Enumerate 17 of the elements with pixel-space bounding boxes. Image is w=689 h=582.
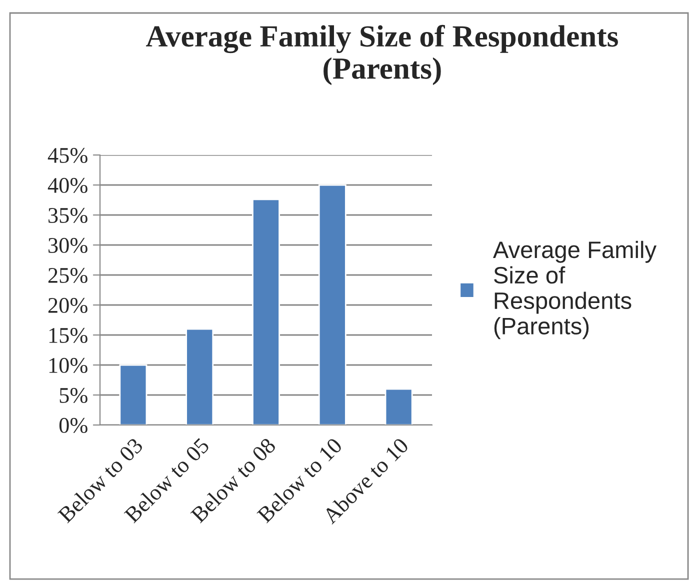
legend-label: Average Family Size of Respondents (Parents) xyxy=(492,240,657,340)
bar xyxy=(318,184,346,425)
chart-title: Average Family Size of Respondents (Parents) xyxy=(146,24,618,86)
y-tick-label: 0% xyxy=(59,418,88,433)
y-tick-label: 20% xyxy=(48,298,88,313)
bar xyxy=(186,328,214,425)
y-tick-label: 10% xyxy=(49,358,88,373)
y-tick-label: 25% xyxy=(48,268,88,283)
y-tick-label: 5% xyxy=(60,388,88,403)
y-tick-label: 40% xyxy=(48,178,88,193)
y-tick-label: 45% xyxy=(48,148,88,163)
y-tick-label: 15% xyxy=(49,328,88,343)
bar xyxy=(119,364,148,425)
bar xyxy=(252,198,280,425)
y-tick-label: 35% xyxy=(48,208,88,223)
y-tick-label: 30% xyxy=(48,238,88,253)
bar xyxy=(384,388,413,425)
